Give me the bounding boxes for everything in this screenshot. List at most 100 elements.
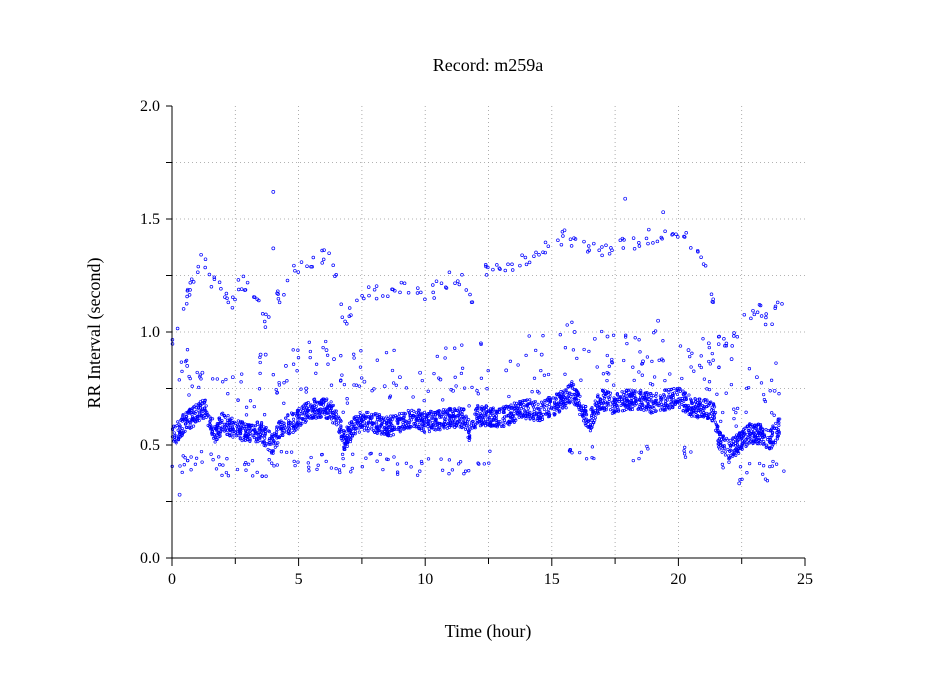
data-point — [505, 414, 509, 418]
data-point — [198, 373, 202, 377]
data-point — [374, 284, 379, 288]
data-point — [740, 434, 744, 438]
data-point — [617, 400, 621, 404]
data-point — [761, 392, 766, 397]
data-point — [254, 440, 258, 444]
data-point — [334, 412, 339, 416]
data-point — [423, 424, 427, 428]
data-point — [416, 286, 420, 290]
data-point — [674, 400, 678, 404]
data-point — [267, 438, 271, 442]
data-point — [657, 358, 661, 362]
data-point — [345, 436, 349, 441]
data-point — [451, 388, 455, 393]
data-point — [413, 421, 417, 425]
data-point — [349, 420, 353, 424]
data-point — [484, 264, 488, 269]
data-point — [691, 410, 695, 414]
data-point — [255, 297, 259, 302]
data-point — [699, 365, 703, 370]
data-point — [389, 420, 393, 424]
data-point — [339, 302, 343, 307]
data-point — [702, 404, 706, 409]
data-point — [324, 398, 328, 402]
data-point — [769, 446, 774, 450]
data-point — [763, 477, 768, 481]
data-point — [523, 255, 528, 260]
data-point — [407, 410, 411, 415]
data-point — [342, 463, 346, 468]
data-point — [252, 428, 257, 433]
data-point — [224, 291, 229, 296]
data-point — [211, 458, 215, 462]
data-point — [332, 357, 336, 361]
data-point — [592, 241, 596, 246]
data-point — [530, 390, 534, 394]
data-point — [381, 467, 385, 472]
data-point — [729, 382, 734, 387]
data-point — [647, 397, 651, 401]
data-point — [277, 383, 282, 387]
data-point — [491, 424, 495, 428]
data-point — [647, 227, 651, 232]
data-point — [221, 380, 225, 384]
data-point — [616, 405, 620, 409]
data-point — [295, 410, 299, 414]
data-point — [212, 275, 217, 280]
data-point — [282, 424, 286, 428]
data-point — [684, 231, 688, 235]
data-point — [745, 424, 749, 429]
data-point — [260, 422, 264, 426]
data-point — [459, 371, 464, 376]
data-point — [199, 252, 203, 257]
data-point — [638, 350, 642, 354]
data-point — [447, 270, 452, 275]
data-point — [603, 389, 607, 393]
data-point — [757, 461, 762, 466]
data-point — [375, 358, 379, 362]
data-point — [448, 413, 452, 417]
data-point — [745, 432, 749, 436]
data-point — [534, 413, 538, 417]
data-point — [274, 387, 278, 392]
data-point — [250, 459, 255, 463]
data-point — [483, 414, 487, 418]
data-point — [360, 294, 364, 298]
data-point — [645, 405, 649, 409]
data-point — [306, 461, 310, 465]
data-point — [396, 422, 400, 426]
data-point — [358, 420, 362, 424]
data-point — [699, 354, 703, 358]
data-point — [738, 436, 742, 440]
data-point — [462, 386, 467, 390]
data-point — [584, 423, 588, 427]
data-point — [636, 407, 640, 411]
data-point — [254, 438, 258, 442]
data-point — [339, 435, 343, 439]
data-point — [338, 470, 342, 475]
data-point — [243, 433, 247, 437]
data-point — [224, 422, 228, 426]
data-point — [658, 394, 662, 398]
data-point — [447, 458, 452, 462]
data-point — [201, 411, 205, 416]
data-point — [427, 427, 431, 431]
data-point — [660, 396, 664, 400]
data-point — [563, 346, 568, 350]
data-point — [720, 462, 725, 467]
data-point — [486, 368, 490, 373]
data-point — [367, 293, 371, 298]
data-point — [403, 425, 407, 429]
x-tick-label: 20 — [670, 571, 686, 588]
data-point — [735, 443, 740, 447]
data-point — [320, 398, 324, 402]
data-point — [579, 378, 583, 382]
data-point — [782, 469, 786, 473]
data-point — [231, 295, 235, 300]
data-point — [224, 428, 228, 432]
data-point — [764, 312, 768, 316]
x-tick-label: 0 — [168, 571, 176, 588]
data-point — [473, 412, 477, 416]
data-point — [395, 472, 400, 476]
data-point — [730, 344, 734, 348]
